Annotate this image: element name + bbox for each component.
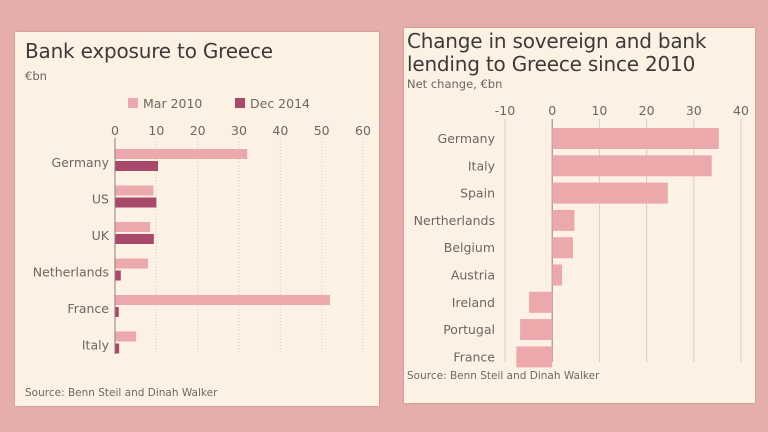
x-tick-label: 40 — [733, 103, 749, 118]
legend-swatch-mar-2010 — [128, 98, 138, 108]
bar-net-change — [552, 155, 712, 177]
bar-dec-2014 — [115, 307, 119, 317]
category-label: Portugal — [443, 322, 495, 337]
x-tick-label: 20 — [639, 103, 655, 118]
bar-net-change — [552, 237, 573, 259]
chart-title: Bank exposure to Greece — [25, 39, 273, 63]
category-label: UK — [92, 228, 110, 243]
category-label: US — [92, 192, 109, 207]
x-tick-label: 20 — [190, 123, 206, 138]
bar-mar-2010 — [115, 222, 151, 232]
x-tick-label: -10 — [495, 103, 515, 118]
x-tick-label: 30 — [231, 123, 247, 138]
bar-net-change — [516, 346, 553, 368]
category-label: Italy — [82, 338, 110, 353]
bar-mar-2010 — [115, 258, 149, 269]
category-label: Nertherlands — [414, 213, 495, 228]
bank-exposure-panel: Bank exposure to Greece €bn Mar 2010 Dec … — [15, 32, 379, 406]
bar-dec-2014 — [115, 234, 154, 244]
x-tick-label: 10 — [591, 103, 607, 118]
source-note: Source: Benn Steil and Dinah Walker — [407, 370, 600, 382]
bar-mar-2010 — [115, 331, 137, 342]
lending-change-chart: -10 0 10 20 30 40 Germany Italy Spain Nertherland… — [414, 103, 749, 368]
bar-dec-2014 — [115, 197, 157, 208]
x-tick-label: 50 — [314, 123, 330, 138]
chart-subtitle: Net change, €bn — [407, 77, 503, 91]
category-label: France — [67, 301, 109, 316]
category-label: Netherlands — [33, 265, 109, 280]
category-label: France — [453, 349, 495, 364]
source-note: Source: Benn Steil and Dinah Walker — [25, 387, 218, 399]
category-label: Ireland — [452, 295, 495, 310]
bar-mar-2010 — [115, 185, 154, 196]
chart-title-line-1: Change in sovereign and bank — [407, 29, 707, 53]
chart-subtitle: €bn — [25, 69, 47, 83]
category-label: Belgium — [444, 240, 495, 255]
x-tick-label: 10 — [148, 123, 164, 138]
bar-net-change — [552, 264, 563, 286]
x-tick-label: 0 — [548, 103, 556, 118]
bar-net-change — [552, 182, 668, 204]
bar-net-change — [552, 128, 719, 149]
legend-swatch-dec-2014 — [235, 98, 245, 108]
chart-title-line-2: lending to Greece since 2010 — [407, 52, 696, 76]
category-label: Austria — [451, 268, 495, 283]
category-label: Spain — [460, 186, 495, 201]
x-tick-label: 60 — [355, 123, 371, 138]
bar-dec-2014 — [115, 343, 120, 354]
category-label: Italy — [468, 158, 496, 173]
category-label: Germany — [52, 155, 110, 170]
bar-dec-2014 — [115, 161, 158, 171]
bar-dec-2014 — [115, 270, 121, 281]
bar-net-change — [552, 209, 575, 231]
legend-label: Dec 2014 — [250, 96, 310, 111]
x-tick-label: 40 — [272, 123, 288, 138]
bar-mar-2010 — [115, 295, 330, 305]
x-tick-label: 0 — [111, 123, 119, 138]
bar-mar-2010 — [115, 149, 248, 159]
x-tick-label: 30 — [686, 103, 702, 118]
bank-exposure-chart: Mar 2010 Dec 2014 0 10 20 30 40 50 60 Germany US UK… — [33, 96, 371, 354]
bar-net-change — [520, 319, 553, 341]
lending-change-panel: Change in sovereign and bank lending to … — [404, 28, 755, 403]
bar-net-change — [529, 291, 553, 313]
category-label: Germany — [438, 131, 496, 146]
legend-label: Mar 2010 — [143, 96, 202, 111]
